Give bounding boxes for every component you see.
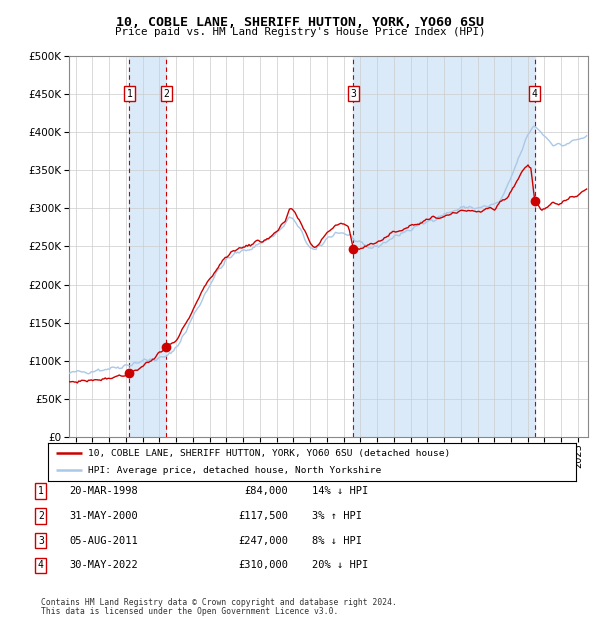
Text: £117,500: £117,500 [238, 511, 288, 521]
Text: 3% ↑ HPI: 3% ↑ HPI [312, 511, 362, 521]
Text: 31-MAY-2000: 31-MAY-2000 [69, 511, 138, 521]
Text: 1: 1 [127, 89, 133, 99]
Text: 8% ↓ HPI: 8% ↓ HPI [312, 536, 362, 546]
Text: Price paid vs. HM Land Registry's House Price Index (HPI): Price paid vs. HM Land Registry's House … [115, 27, 485, 37]
Text: 4: 4 [532, 89, 538, 99]
Text: 20% ↓ HPI: 20% ↓ HPI [312, 560, 368, 570]
Text: 10, COBLE LANE, SHERIFF HUTTON, YORK, YO60 6SU: 10, COBLE LANE, SHERIFF HUTTON, YORK, YO… [116, 16, 484, 29]
Text: £310,000: £310,000 [238, 560, 288, 570]
Text: 05-AUG-2011: 05-AUG-2011 [69, 536, 138, 546]
Bar [353, 56, 535, 437]
Text: 10, COBLE LANE, SHERIFF HUTTON, YORK, YO60 6SU (detached house): 10, COBLE LANE, SHERIFF HUTTON, YORK, YO… [88, 449, 450, 458]
Text: 14% ↓ HPI: 14% ↓ HPI [312, 486, 368, 496]
Text: 2: 2 [163, 89, 169, 99]
Text: 1: 1 [38, 486, 44, 496]
Text: 30-MAY-2022: 30-MAY-2022 [69, 560, 138, 570]
Text: 3: 3 [38, 536, 44, 546]
Text: Contains HM Land Registry data © Crown copyright and database right 2024.: Contains HM Land Registry data © Crown c… [41, 598, 397, 607]
Text: 3: 3 [350, 89, 356, 99]
Text: HPI: Average price, detached house, North Yorkshire: HPI: Average price, detached house, Nort… [88, 466, 381, 475]
Text: 4: 4 [38, 560, 44, 570]
Text: 20-MAR-1998: 20-MAR-1998 [69, 486, 138, 496]
Text: 2: 2 [38, 511, 44, 521]
Bar [130, 56, 166, 437]
Text: £247,000: £247,000 [238, 536, 288, 546]
Text: This data is licensed under the Open Government Licence v3.0.: This data is licensed under the Open Gov… [41, 608, 338, 616]
Text: £84,000: £84,000 [244, 486, 288, 496]
